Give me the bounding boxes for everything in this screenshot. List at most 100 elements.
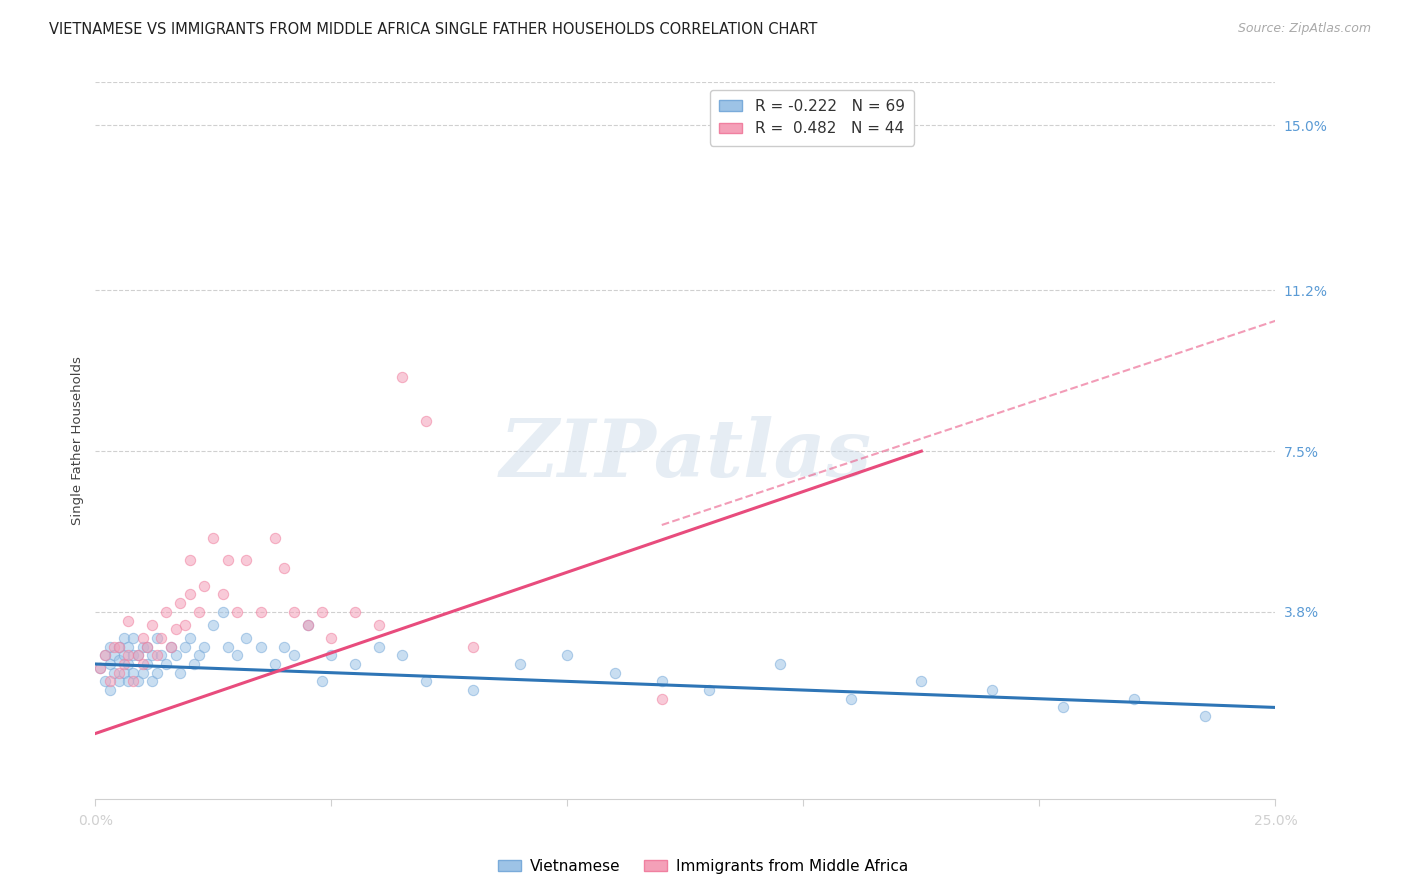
Point xyxy=(217,640,239,654)
Point xyxy=(117,640,139,654)
Point xyxy=(141,648,163,663)
Point xyxy=(174,618,197,632)
Point xyxy=(321,648,343,663)
Point xyxy=(117,614,139,628)
Point xyxy=(136,640,159,654)
Point xyxy=(263,657,285,671)
Point xyxy=(98,657,121,671)
Point xyxy=(112,648,135,663)
Point xyxy=(98,683,121,698)
Point xyxy=(1052,700,1074,714)
Point xyxy=(391,370,413,384)
Point xyxy=(235,553,257,567)
Point xyxy=(155,657,177,671)
Legend: R = -0.222   N = 69, R =  0.482   N = 44: R = -0.222 N = 69, R = 0.482 N = 44 xyxy=(710,89,914,145)
Point xyxy=(108,640,131,654)
Point xyxy=(94,648,117,663)
Point xyxy=(131,665,153,680)
Y-axis label: Single Father Households: Single Father Households xyxy=(72,356,84,524)
Point xyxy=(415,414,437,428)
Point xyxy=(108,665,131,680)
Point xyxy=(651,691,673,706)
Point xyxy=(283,648,305,663)
Point xyxy=(211,587,233,601)
Point xyxy=(117,657,139,671)
Point xyxy=(367,618,389,632)
Point xyxy=(150,631,173,645)
Point xyxy=(179,553,201,567)
Point xyxy=(1194,709,1216,723)
Text: Source: ZipAtlas.com: Source: ZipAtlas.com xyxy=(1237,22,1371,36)
Point xyxy=(131,631,153,645)
Point xyxy=(122,648,145,663)
Point xyxy=(179,587,201,601)
Point xyxy=(263,531,285,545)
Point xyxy=(131,640,153,654)
Point xyxy=(108,653,131,667)
Point xyxy=(174,640,197,654)
Point xyxy=(367,640,389,654)
Point xyxy=(343,657,366,671)
Point xyxy=(98,674,121,689)
Point xyxy=(461,640,484,654)
Point xyxy=(155,605,177,619)
Point xyxy=(145,648,167,663)
Point xyxy=(94,648,117,663)
Point xyxy=(127,648,149,663)
Point xyxy=(169,596,191,610)
Point xyxy=(202,618,225,632)
Point xyxy=(235,631,257,645)
Point xyxy=(112,657,135,671)
Point xyxy=(112,665,135,680)
Point xyxy=(145,665,167,680)
Point xyxy=(136,657,159,671)
Point xyxy=(122,674,145,689)
Point xyxy=(127,674,149,689)
Point xyxy=(343,605,366,619)
Point xyxy=(127,648,149,663)
Point xyxy=(160,640,183,654)
Point xyxy=(108,640,131,654)
Point xyxy=(202,531,225,545)
Point xyxy=(89,661,111,675)
Point xyxy=(122,665,145,680)
Point xyxy=(188,605,211,619)
Point xyxy=(297,618,319,632)
Legend: Vietnamese, Immigrants from Middle Africa: Vietnamese, Immigrants from Middle Afric… xyxy=(492,853,914,880)
Point xyxy=(415,674,437,689)
Point xyxy=(211,605,233,619)
Point xyxy=(103,648,125,663)
Point xyxy=(217,553,239,567)
Point xyxy=(603,665,626,680)
Point xyxy=(183,657,205,671)
Point xyxy=(117,674,139,689)
Text: ZIPatlas: ZIPatlas xyxy=(499,416,872,493)
Point xyxy=(89,661,111,675)
Point xyxy=(108,674,131,689)
Point xyxy=(1122,691,1144,706)
Point xyxy=(651,674,673,689)
Point xyxy=(321,631,343,645)
Point xyxy=(193,640,215,654)
Point xyxy=(103,665,125,680)
Point xyxy=(141,618,163,632)
Point xyxy=(226,605,249,619)
Point xyxy=(136,640,159,654)
Point xyxy=(165,622,187,636)
Point xyxy=(273,640,295,654)
Point xyxy=(249,605,271,619)
Point xyxy=(103,640,125,654)
Point xyxy=(509,657,531,671)
Point xyxy=(150,648,173,663)
Point xyxy=(160,640,183,654)
Point xyxy=(461,683,484,698)
Point xyxy=(179,631,201,645)
Point xyxy=(117,648,139,663)
Point xyxy=(122,631,145,645)
Point xyxy=(557,648,579,663)
Point xyxy=(226,648,249,663)
Point xyxy=(98,640,121,654)
Point xyxy=(193,579,215,593)
Point xyxy=(145,631,167,645)
Point xyxy=(981,683,1004,698)
